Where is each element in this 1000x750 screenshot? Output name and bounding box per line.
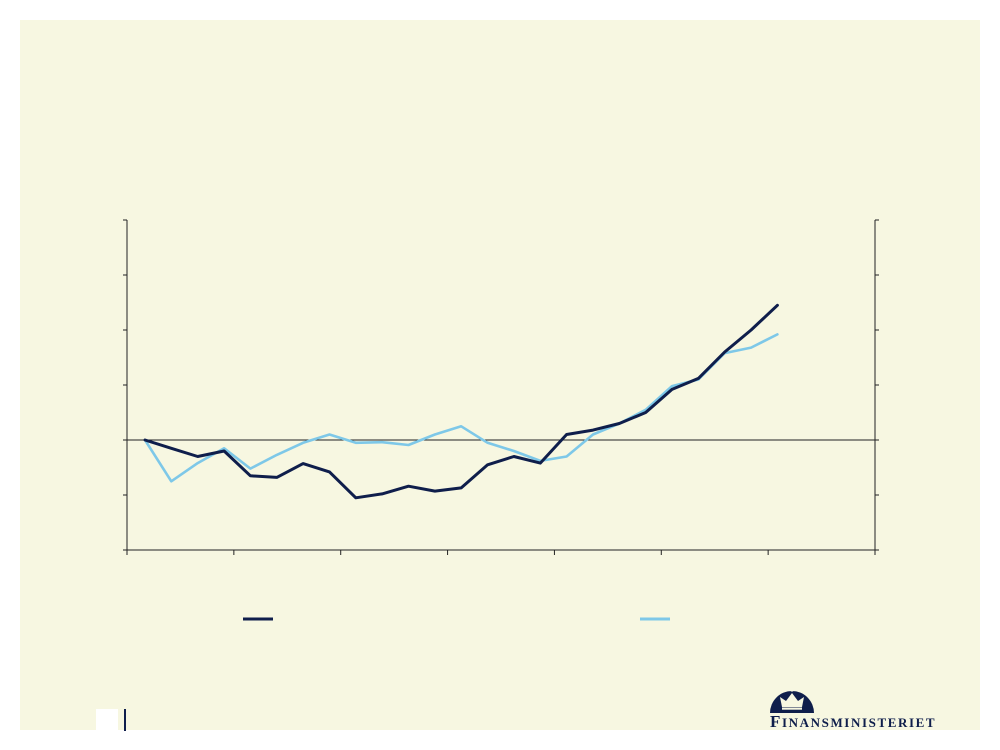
slide-background: FINANSMINISTERIET [20, 20, 980, 732]
page-number-divider [124, 709, 126, 731]
crown-logo-icon [770, 688, 814, 713]
wordmark-rest: INANSMINISTERIET [781, 715, 937, 730]
series-line-2 [143, 333, 779, 483]
series-group [143, 303, 779, 500]
wordmark-initial: F [770, 712, 782, 731]
axes [123, 219, 879, 555]
series-line-1 [143, 303, 779, 500]
ministry-wordmark: FINANSMINISTERIET [770, 712, 936, 732]
page-number-box [96, 709, 118, 731]
line-chart [123, 219, 879, 621]
